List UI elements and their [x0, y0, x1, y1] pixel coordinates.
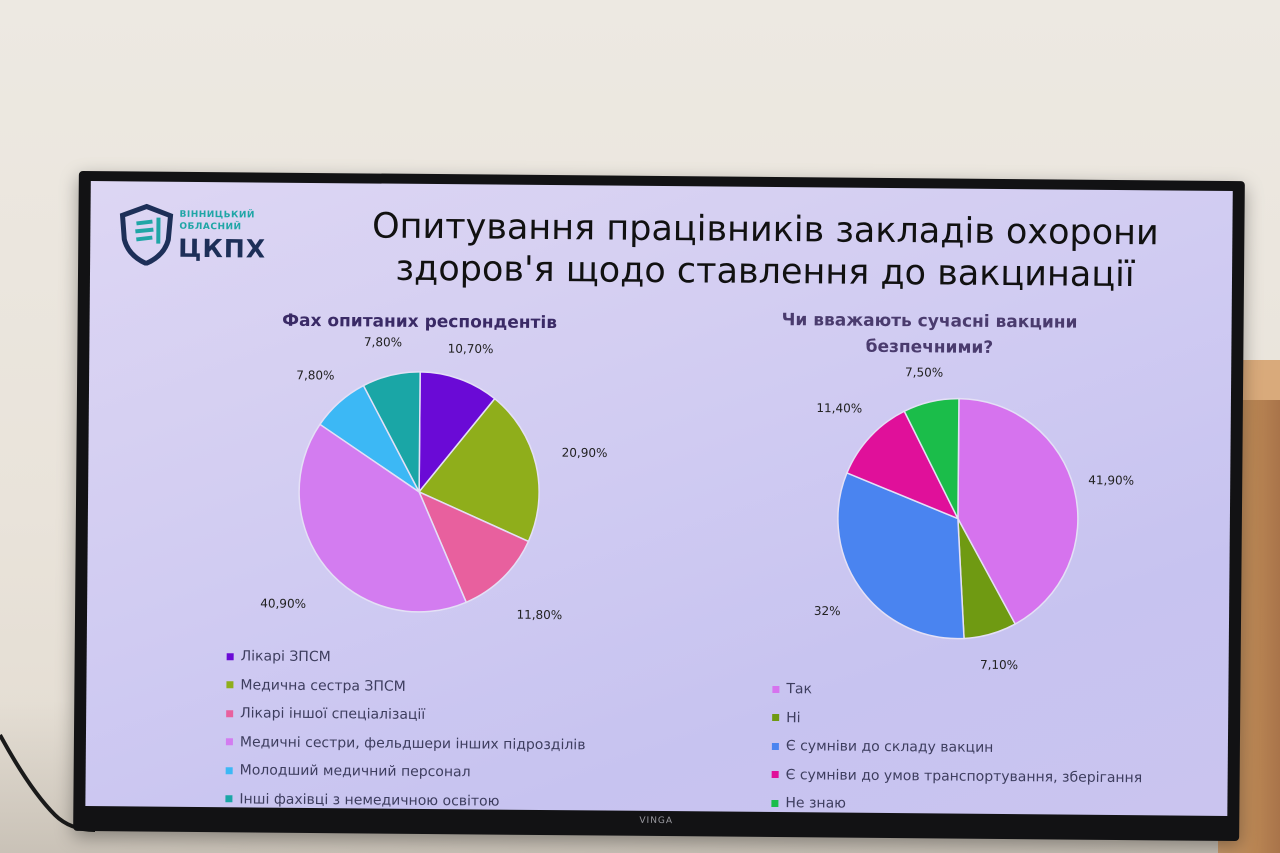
- pie1-slice-1: [417, 397, 540, 543]
- legend-swatch-icon: [771, 742, 779, 750]
- pie2-slice-0: [957, 397, 1079, 626]
- logo-line1: ВІННИЦЬКИЙ: [179, 209, 256, 221]
- pie1-data-label-4: 7,80%: [296, 368, 334, 382]
- leg2-item-0: Так: [772, 675, 1143, 707]
- pie2-data-label-2: 32%: [814, 604, 841, 618]
- legend-label: Молодший медичний персонал: [239, 762, 471, 781]
- pie2-data-label-1: 7,10%: [980, 658, 1018, 672]
- leg2-item-2: Є сумніви до складу вакцин: [771, 732, 1143, 764]
- legend-label: Не знаю: [785, 795, 847, 812]
- legend-label: Лікарі іншої спеціалізації: [240, 705, 426, 724]
- legend-swatch-icon: [771, 771, 779, 779]
- legend-swatch-icon: [226, 709, 234, 718]
- legend-swatch-icon: [225, 766, 233, 775]
- pie2-data-label-4: 7,50%: [905, 365, 943, 379]
- pie1-slice-5: [362, 371, 421, 493]
- logo-line2: ОБЛАСНИЙ: [179, 221, 242, 233]
- legend-label: Медична сестра ЗПСМ: [240, 677, 406, 695]
- chart1-title: Фах опитаних респондентів: [282, 310, 558, 334]
- leg1-item-1: Медична сестра ЗПСМ: [226, 671, 586, 703]
- legend-label: Лікарі ЗПСМ: [240, 648, 331, 666]
- pie1-slice-2: [417, 490, 530, 604]
- slide-screen: ВІННИЦЬКИЙ ОБЛАСНИЙ ЦКПХ Опитування прац…: [85, 181, 1233, 816]
- tv-frame: ВІННИЦЬКИЙ ОБЛАСНИЙ ЦКПХ Опитування прац…: [73, 170, 1245, 842]
- legend-swatch-icon: [772, 685, 780, 693]
- logo: ВІННИЦЬКИЙ ОБЛАСНИЙ ЦКПХ: [118, 203, 269, 274]
- legend-label: Є сумніви до умов транспортування, збері…: [785, 766, 1143, 786]
- shield-logo-icon: [119, 203, 174, 266]
- pie1-data-label-5: 7,80%: [364, 335, 402, 349]
- pie1-data-label-2: 11,80%: [516, 608, 562, 622]
- leg1-item-4: Молодший медичний персонал: [225, 756, 586, 788]
- leg2-item-4: Не знаю: [771, 789, 1142, 816]
- chart2-pie: 41,90% 7,10% 32% 11,40% 7,50%: [814, 365, 1134, 672]
- legend-label: Медичні сестри, фельдшери інших підрозді…: [239, 734, 586, 754]
- pie1-data-label-0: 10,70%: [448, 342, 494, 356]
- legend-label: Так: [786, 681, 813, 698]
- chart1-pie: 10,70% 20,90% 11,80% 40,90% 7,80% 7,80%: [260, 335, 607, 622]
- leg1-item-0: Лікарі ЗПСМ: [226, 642, 587, 674]
- leg1-item-2: Лікарі іншої спеціалізації: [226, 699, 586, 731]
- pie2-slice-4: [903, 397, 960, 519]
- pie2-slice-3: [845, 410, 960, 521]
- leg1-item-5: Інші фахівці з немедичною освітою: [225, 785, 585, 816]
- legend-swatch-icon: [771, 799, 779, 807]
- pie1-data-label-3: 40,90%: [260, 596, 306, 610]
- chart2-title: Чи вважають сучасні вакцини безпечними?: [781, 310, 1078, 358]
- legend-label: Є сумніви до складу вакцин: [785, 738, 994, 757]
- legend-label: Інші фахівці з немедичною освітою: [239, 791, 500, 810]
- pie2-data-label-0: 41,90%: [1088, 473, 1134, 487]
- pie1-slice-3: [298, 423, 468, 613]
- legend-label: Ні: [786, 709, 801, 726]
- legend-swatch-icon: [772, 714, 780, 722]
- legend-swatch-icon: [226, 652, 234, 661]
- pie2-slice-2: [837, 471, 965, 640]
- leg1-item-3: Медичні сестри, фельдшери інших підрозді…: [225, 728, 586, 760]
- chart1-legend: Лікарі ЗПСМ Медична сестра ЗПСМ Лікарі інш…: [225, 642, 586, 816]
- pie1-data-label-1: 20,90%: [562, 446, 608, 460]
- logo-name: ЦКПХ: [178, 233, 267, 264]
- chart2-legend: Так Ні Є сумніви до складу вакцин Є сумніви…: [771, 675, 1143, 816]
- legend-swatch-icon: [225, 795, 233, 803]
- pie2-data-label-3: 11,40%: [816, 401, 862, 415]
- slide-title: Опитування працівників закладів охорони …: [300, 205, 1231, 297]
- title-line-2: здоров'я щодо ставлення до вакцинації: [395, 248, 1135, 296]
- legend-swatch-icon: [226, 681, 234, 689]
- leg2-item-1: Ні: [772, 703, 1143, 735]
- leg2-item-3: Є сумніви до умов транспортування, збері…: [771, 760, 1143, 792]
- legend-swatch-icon: [225, 738, 233, 746]
- pie1-slice-0: [418, 371, 496, 495]
